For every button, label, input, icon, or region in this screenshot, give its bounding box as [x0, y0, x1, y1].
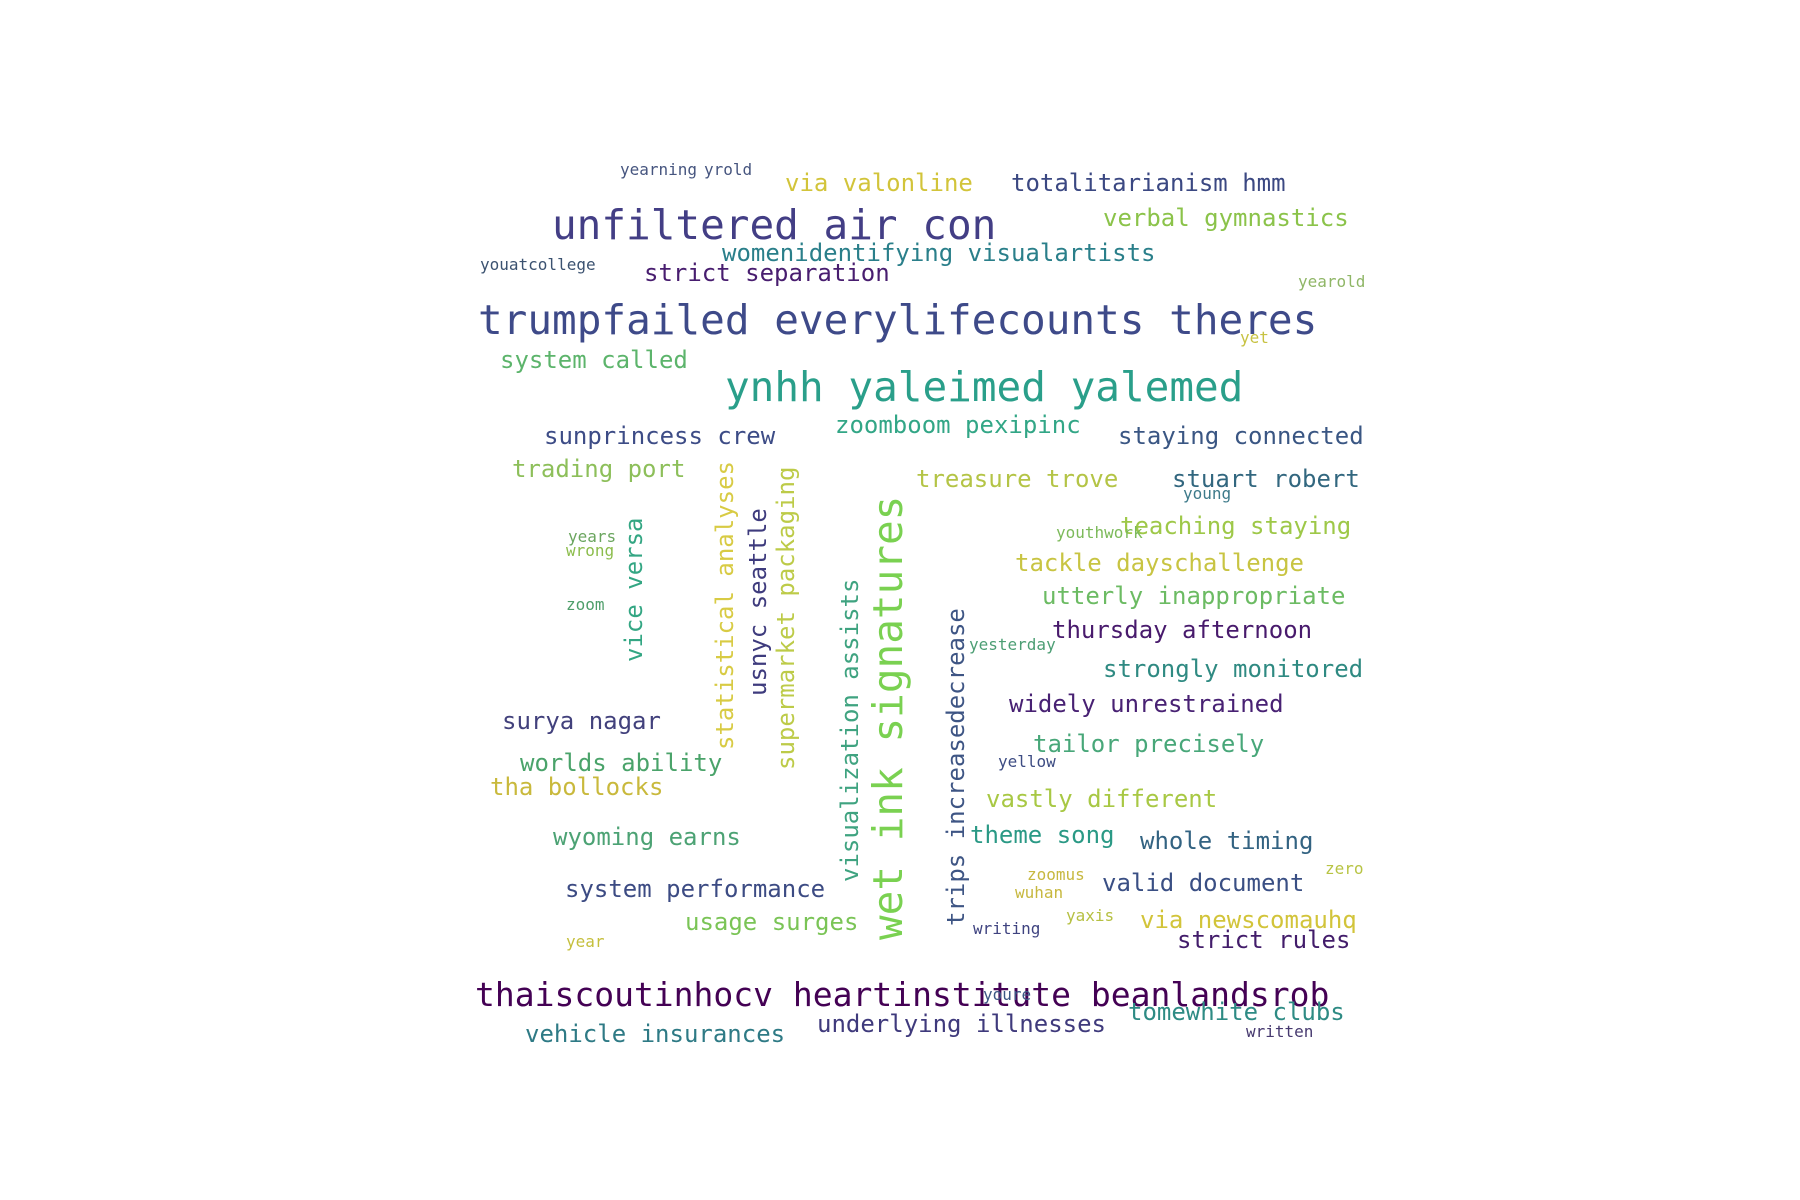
- word: zero: [1325, 859, 1364, 878]
- word: ynhh yaleimed yalemed: [725, 363, 1244, 411]
- word: zoomboom pexipinc: [835, 411, 1081, 439]
- word: theme song: [970, 821, 1115, 849]
- word: tailor precisely: [1033, 730, 1265, 758]
- word: underlying illnesses: [817, 1010, 1106, 1038]
- word: trips increasedecrease: [942, 608, 970, 926]
- word: surya nagar: [502, 707, 661, 735]
- word: unfiltered air con: [552, 201, 997, 249]
- word: vehicle insurances: [525, 1020, 786, 1048]
- word: utterly inappropriate: [1042, 582, 1346, 610]
- word: usage surges: [685, 908, 859, 936]
- word: stuart robert: [1172, 465, 1360, 493]
- word: trumpfailed everylifecounts theres: [478, 296, 1318, 344]
- word: via valonline: [785, 169, 973, 197]
- word: valid document: [1102, 869, 1305, 897]
- word: supermarket packaging: [772, 466, 800, 770]
- word: yearold: [1298, 272, 1366, 291]
- word: worlds ability: [520, 749, 723, 777]
- word: youthwork: [1056, 523, 1143, 542]
- word: year: [566, 932, 605, 951]
- word: years: [568, 527, 617, 546]
- word: wrong: [566, 541, 615, 560]
- word: treasure trove: [916, 465, 1119, 493]
- word: strict separation: [644, 259, 890, 287]
- word: via newscomauhq: [1140, 906, 1357, 934]
- word: vastly different: [986, 785, 1218, 813]
- word: staying connected: [1118, 422, 1364, 450]
- word: zoom: [566, 595, 605, 614]
- word: wet ink signatures: [864, 495, 912, 940]
- word: young: [1183, 484, 1232, 503]
- word: thaiscoutinhocv heartinstitute beanlands…: [475, 975, 1330, 1014]
- word: strongly monitored: [1103, 655, 1364, 683]
- word: womenidentifying visualartists: [722, 239, 1156, 267]
- word: whole timing: [1140, 827, 1314, 855]
- word: vice versa: [620, 517, 648, 663]
- word: yrold: [704, 160, 753, 179]
- word: widely unrestrained: [1009, 690, 1284, 718]
- word: verbal gymnastics: [1103, 204, 1349, 232]
- word: teaching staying: [1120, 512, 1352, 540]
- word: strict rules: [1177, 926, 1351, 954]
- word: sunprincess crew: [544, 422, 776, 450]
- word: wuhan: [1015, 883, 1064, 902]
- word: system called: [500, 346, 688, 374]
- word: wyoming earns: [553, 823, 741, 851]
- word: written: [1246, 1022, 1314, 1041]
- word: yet: [1240, 328, 1269, 347]
- word: youatcollege: [480, 255, 596, 274]
- word: yesterday: [969, 635, 1056, 654]
- word: totalitarianism hmm: [1011, 169, 1286, 197]
- word: tomewhite clubs: [1128, 998, 1345, 1026]
- word: youre: [983, 985, 1032, 1004]
- word: tha bollocks: [490, 773, 664, 801]
- word: yaxis: [1066, 906, 1115, 925]
- word: zoomus: [1027, 865, 1085, 884]
- word: yellow: [998, 752, 1056, 771]
- word: tackle dayschallenge: [1015, 549, 1304, 577]
- word: visualization assists: [836, 578, 864, 882]
- word: writing: [973, 919, 1041, 938]
- word: statistical analyses: [711, 461, 739, 750]
- word: system performance: [565, 875, 826, 903]
- word: usnyc seattle: [744, 508, 772, 696]
- word: thursday afternoon: [1052, 616, 1313, 644]
- word: trading port: [512, 455, 686, 483]
- word: yearning: [620, 160, 698, 179]
